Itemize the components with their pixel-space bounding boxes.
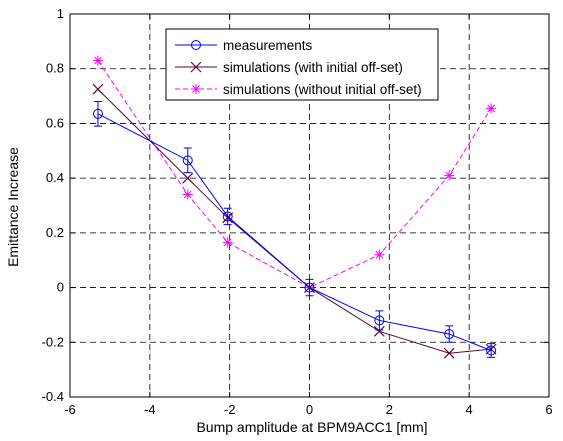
data-point	[222, 237, 233, 248]
x-tick-label: 0	[306, 402, 313, 417]
legend-label-sim-with-offset: simulations (with initial off-set)	[223, 60, 403, 75]
data-point	[92, 55, 103, 66]
data-point	[304, 282, 315, 293]
legend-box	[165, 28, 439, 101]
data-point	[486, 345, 497, 356]
legend-label-measurements: measurements	[223, 38, 313, 53]
error-bar	[375, 310, 384, 331]
data-point	[373, 325, 385, 337]
legend-label-sim-without-offset: simulations (without initial off-set)	[223, 82, 422, 97]
error-bar	[183, 147, 192, 174]
data-point	[486, 103, 497, 114]
x-tick-label: -4	[144, 402, 156, 417]
data-point	[222, 211, 233, 222]
data-point	[444, 170, 455, 181]
axis-ticks: -6 -4 -2 0 2 4 6 -0.4 -0.2 0 0.2 0.4 0.6 0.8 1	[42, 6, 553, 417]
legend-entry-sim-with-offset: simulations (with initial off-set)	[175, 60, 403, 75]
y-tick-label: 1	[57, 6, 64, 21]
data-point	[182, 155, 193, 166]
y-tick-label: 0.2	[46, 225, 64, 240]
data-point	[182, 189, 193, 200]
series-1	[92, 83, 497, 359]
y-axis-label: Emittance Increase	[5, 147, 21, 267]
x-tick-label: 2	[386, 402, 393, 417]
x-axis-label: Bump amplitude at BPM9ACC1 [mm]	[196, 419, 427, 435]
data-point	[92, 108, 103, 119]
data-point	[92, 83, 104, 95]
data-point	[374, 249, 385, 260]
legend-entry-sim-without-offset: simulations (without initial off-set)	[175, 82, 422, 97]
y-tick-label: 0.4	[46, 170, 64, 185]
x-tick-label: 4	[466, 402, 473, 417]
legend-entry-measurements: measurements	[175, 38, 313, 53]
series-line	[97, 88, 492, 354]
error-bar	[93, 101, 102, 127]
series-0	[92, 101, 497, 358]
legend-marker-x	[190, 61, 202, 73]
x-tick-label: -2	[224, 402, 236, 417]
plot-frame	[69, 13, 550, 398]
x-tick-label: -6	[64, 402, 76, 417]
error-bar	[445, 325, 454, 343]
legend-marker-asterisk	[191, 84, 201, 94]
series-layer	[92, 55, 497, 359]
data-point	[444, 329, 455, 340]
x-tick-label: 6	[545, 402, 552, 417]
legend-marker-circle	[191, 40, 201, 50]
data-point	[374, 315, 385, 326]
error-bar	[223, 207, 232, 226]
y-tick-label: -0.4	[42, 389, 64, 404]
error-bar	[305, 278, 314, 297]
data-point	[443, 347, 455, 359]
y-tick-label: 0.8	[46, 61, 64, 76]
y-tick-label: 0	[57, 280, 64, 295]
legend: measurements simulations (with initial o…	[165, 28, 439, 101]
data-point	[182, 172, 194, 184]
y-tick-label: 0.6	[46, 115, 64, 130]
y-tick-label: -0.2	[42, 334, 64, 349]
